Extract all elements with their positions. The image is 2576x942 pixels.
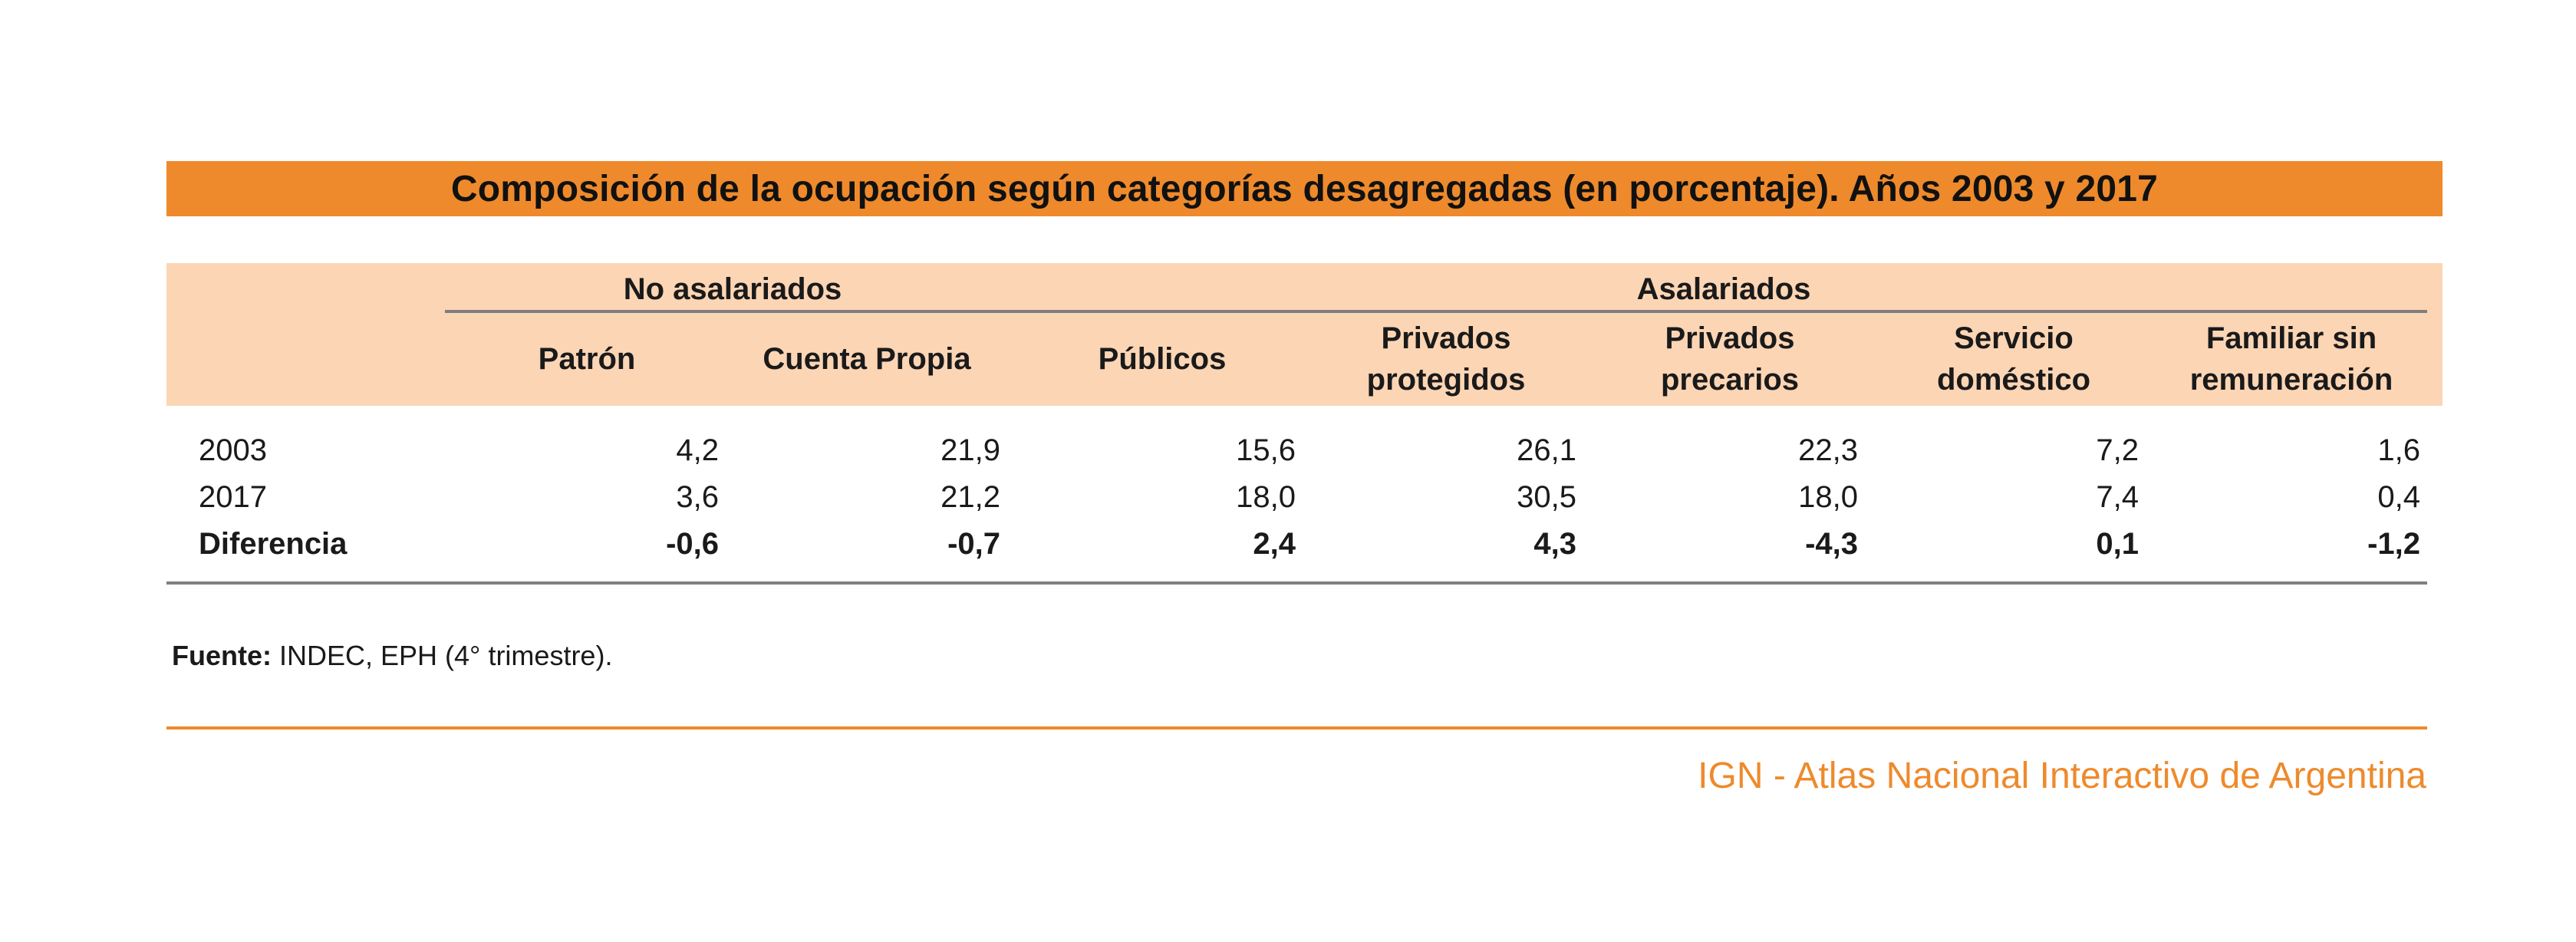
row-label: Diferencia: [199, 527, 348, 561]
table-cell: 2,4: [1253, 527, 1296, 561]
column-header: Cuenta Propia: [729, 313, 1005, 405]
column-header: Servicio doméstico: [1872, 313, 2156, 405]
table-row: Diferencia -0,6 -0,7 2,4 4,3 -4,3 0,1 -1,2: [166, 521, 2427, 567]
table-cell: 18,0: [1236, 480, 1296, 514]
column-header-line: Servicio: [1954, 321, 2074, 355]
footer-rule: [166, 726, 2427, 730]
column-header: Patrón: [445, 313, 729, 405]
table-cell: 18,0: [1798, 480, 1858, 514]
table-header-band: [166, 263, 2443, 406]
group-header-no-asalariados: No asalariados: [623, 272, 842, 306]
table-title: Composición de la ocupación según catego…: [450, 168, 2159, 209]
column-header-line: doméstico: [1936, 363, 2091, 397]
row-label: 2003: [199, 433, 267, 467]
table-cell: -1,2: [2367, 527, 2420, 561]
table-bottom-rule: [166, 581, 2427, 585]
column-header-line: remuneración: [2189, 363, 2393, 397]
table-cell: -0,7: [947, 527, 1000, 561]
source-label: Fuente:: [172, 640, 272, 671]
table-row: 2017 3,6 21,2 18,0 30,5 18,0 7,4 0,4: [166, 474, 2427, 520]
table-cell: 15,6: [1236, 433, 1296, 467]
table-cell: 22,3: [1798, 433, 1858, 467]
table-cell: 21,9: [940, 433, 1000, 467]
source-text: INDEC, EPH (4° trimestre).: [272, 640, 613, 671]
table-cell: -4,3: [1805, 527, 1858, 561]
column-header: Privados protegidos: [1304, 313, 1588, 405]
table-row: 2003 4,2 21,9 15,6 26,1 22,3 7,2 1,6: [166, 427, 2427, 473]
column-header-line: Cuenta Propia: [763, 342, 971, 376]
table-cell: 0,4: [2377, 480, 2420, 514]
table-cell: 4,3: [1533, 527, 1576, 561]
table-cell: 30,5: [1517, 480, 1576, 514]
column-header-line: Familiar sin: [2205, 321, 2377, 355]
column-header: Públicos: [1020, 313, 1304, 405]
row-label: 2017: [199, 480, 267, 514]
table-cell: 21,2: [940, 480, 1000, 514]
group-underline: [445, 310, 2427, 313]
table-cell: 26,1: [1517, 433, 1576, 467]
table-cell: 7,2: [2096, 433, 2139, 467]
column-header-line: precarios: [1660, 363, 1800, 397]
group-header-asalariados: Asalariados: [1636, 272, 1811, 306]
column-header-line: Privados: [1665, 321, 1795, 355]
column-header-line: Privados: [1381, 321, 1511, 355]
table-cell: 3,6: [676, 480, 719, 514]
source-note: Fuente: INDEC, EPH (4° trimestre).: [172, 637, 612, 675]
column-header: Privados precarios: [1588, 313, 1872, 405]
title-bar: Composición de la ocupación según catego…: [166, 161, 2443, 216]
table-cell: 1,6: [2377, 433, 2420, 467]
table-cell: 7,4: [2096, 480, 2139, 514]
table-cell: 0,1: [2096, 527, 2139, 561]
table-cell: -0,6: [666, 527, 719, 561]
column-header: Familiar sin remuneración: [2156, 313, 2427, 405]
table-cell: 4,2: [676, 433, 719, 467]
column-header-line: Patrón: [538, 342, 636, 376]
column-header-line: Públicos: [1098, 342, 1227, 376]
credit-text: IGN - Atlas Nacional Interactivo de Arge…: [1698, 756, 2426, 796]
column-header-line: protegidos: [1366, 363, 1526, 397]
